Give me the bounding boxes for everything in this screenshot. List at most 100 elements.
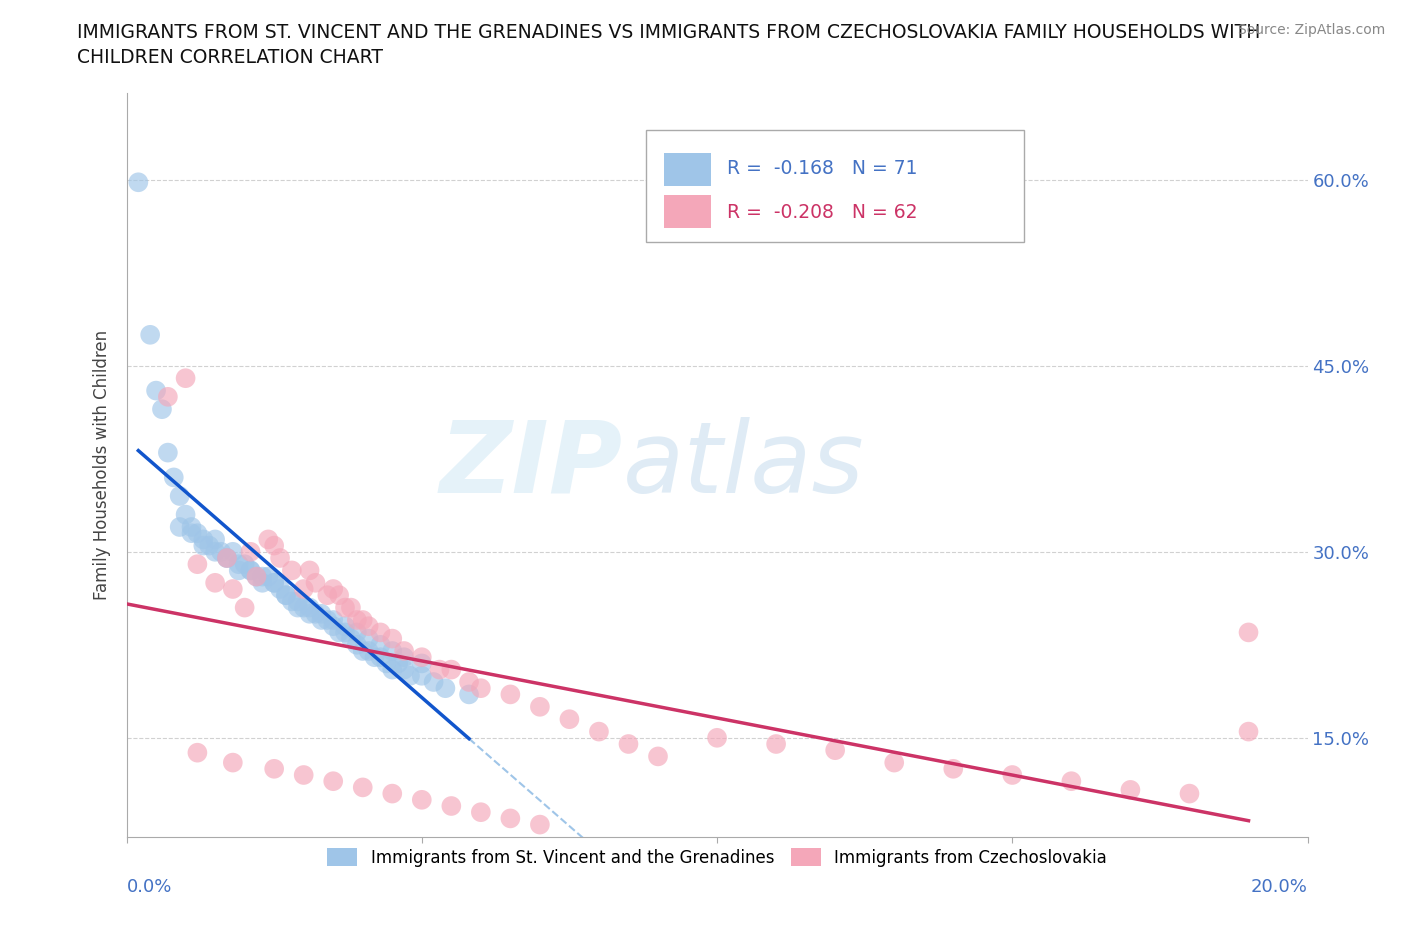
Point: [169, 488, 191, 503]
Point: [588, 724, 610, 739]
Point: [156, 390, 179, 405]
Point: [215, 551, 238, 565]
Point: [765, 737, 787, 751]
Point: [328, 625, 350, 640]
Point: [333, 625, 356, 640]
Point: [499, 687, 522, 702]
Point: [274, 588, 297, 603]
Point: [340, 600, 363, 615]
Point: [281, 563, 304, 578]
Point: [352, 613, 374, 628]
Point: [239, 563, 262, 578]
Point: [392, 650, 415, 665]
Point: [198, 538, 221, 553]
Point: [180, 520, 202, 535]
Point: [1237, 724, 1260, 739]
Point: [333, 600, 356, 615]
Point: [292, 600, 315, 615]
Point: [245, 569, 267, 584]
Point: [193, 538, 215, 553]
Point: [375, 656, 398, 671]
Point: [139, 327, 162, 342]
Text: R =  -0.208   N = 62: R = -0.208 N = 62: [727, 203, 917, 221]
Point: [274, 588, 297, 603]
Point: [1001, 767, 1024, 782]
Point: [215, 551, 238, 565]
Point: [287, 600, 309, 615]
Point: [292, 581, 315, 596]
Point: [617, 737, 640, 751]
Point: [239, 544, 262, 559]
Point: [228, 563, 250, 578]
Point: [340, 631, 363, 646]
Text: atlas: atlas: [623, 417, 865, 513]
Point: [392, 644, 415, 658]
Point: [193, 532, 215, 547]
Point: [458, 674, 481, 689]
Point: [304, 606, 326, 621]
Text: 20.0%: 20.0%: [1251, 878, 1308, 896]
Point: [186, 525, 208, 540]
Point: [233, 557, 256, 572]
Point: [1178, 786, 1201, 801]
FancyBboxPatch shape: [647, 130, 1024, 242]
Text: Source: ZipAtlas.com: Source: ZipAtlas.com: [1237, 23, 1385, 37]
Point: [1060, 774, 1083, 789]
Point: [322, 774, 344, 789]
Point: [298, 606, 321, 621]
Point: [434, 681, 457, 696]
Point: [322, 618, 344, 633]
Point: [222, 755, 245, 770]
Point: [411, 669, 433, 684]
Point: [209, 544, 232, 559]
Point: [156, 445, 179, 460]
Point: [558, 711, 581, 726]
Point: [174, 371, 197, 386]
Point: [370, 625, 392, 640]
Point: [1237, 625, 1260, 640]
Point: [440, 799, 463, 814]
Point: [370, 637, 392, 652]
Point: [204, 532, 226, 547]
FancyBboxPatch shape: [664, 195, 711, 229]
Point: [346, 625, 368, 640]
Point: [470, 804, 492, 819]
Legend: Immigrants from St. Vincent and the Grenadines, Immigrants from Czechoslovakia: Immigrants from St. Vincent and the Gren…: [321, 842, 1114, 873]
Point: [316, 588, 339, 603]
Point: [883, 755, 905, 770]
Point: [298, 563, 321, 578]
Point: [647, 749, 669, 764]
Point: [316, 613, 339, 628]
Point: [263, 576, 285, 591]
Point: [346, 613, 368, 628]
Point: [322, 581, 344, 596]
Point: [346, 637, 368, 652]
Point: [363, 650, 385, 665]
Point: [311, 613, 333, 628]
Point: [824, 743, 846, 758]
Point: [470, 681, 492, 696]
Point: [529, 699, 551, 714]
Point: [204, 544, 226, 559]
Point: [311, 606, 333, 621]
Point: [186, 745, 208, 760]
Point: [263, 538, 285, 553]
Point: [269, 581, 291, 596]
Text: 0.0%: 0.0%: [127, 878, 172, 896]
Point: [411, 792, 433, 807]
Point: [387, 656, 409, 671]
Point: [440, 662, 463, 677]
Point: [163, 470, 186, 485]
Point: [287, 594, 309, 609]
Text: CHILDREN CORRELATION CHART: CHILDREN CORRELATION CHART: [77, 48, 384, 67]
Point: [292, 767, 315, 782]
Point: [269, 551, 291, 565]
Point: [127, 175, 149, 190]
Point: [357, 631, 380, 646]
Point: [169, 520, 191, 535]
Point: [263, 576, 285, 591]
Point: [357, 644, 380, 658]
Point: [322, 613, 344, 628]
Text: R =  -0.168   N = 71: R = -0.168 N = 71: [727, 159, 917, 179]
Point: [228, 557, 250, 572]
